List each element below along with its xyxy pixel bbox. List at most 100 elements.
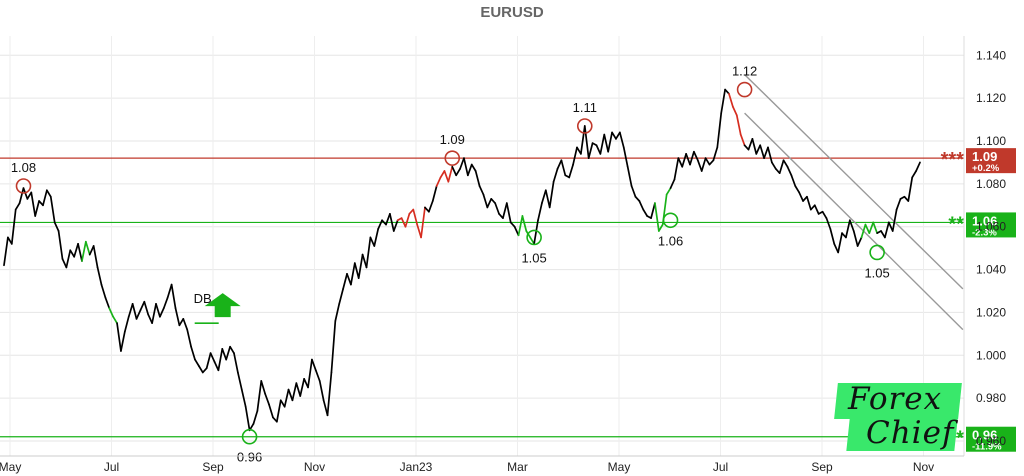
y-tick-label: 1.100: [976, 134, 1006, 148]
price-segment: [276, 399, 282, 423]
price-segment: [763, 146, 769, 159]
price-segment: [451, 165, 458, 177]
price-segment: [615, 131, 621, 140]
price-segment: [92, 245, 99, 269]
price-segment: [73, 243, 79, 258]
price-segment: [911, 170, 917, 179]
price-segment: [334, 303, 341, 322]
price-segment: [517, 215, 524, 237]
price-segment: [887, 221, 894, 232]
price-segment: [790, 174, 797, 187]
price-segment: [638, 200, 645, 211]
channel-upper-line: [744, 74, 964, 290]
price-segment: [821, 210, 828, 219]
price-segment: [759, 144, 765, 159]
price-segment: [42, 189, 48, 207]
price-segment: [178, 318, 185, 327]
price-segment: [490, 198, 496, 204]
price-segment: [373, 228, 380, 247]
price-segment: [412, 208, 419, 226]
price-segment: [751, 138, 758, 155]
price-segment: [120, 330, 126, 352]
price-segment: [400, 217, 407, 228]
price-segment: [599, 133, 606, 155]
price-segment: [252, 410, 259, 425]
x-tick-label: Sep: [202, 460, 224, 474]
price-segment: [182, 318, 189, 331]
x-tick-label: Sep: [811, 460, 833, 474]
price-segment: [443, 170, 450, 183]
price-segment: [81, 240, 87, 262]
price-segment: [486, 198, 493, 209]
price-segment: [556, 159, 563, 170]
price-segment: [611, 131, 617, 140]
price-segment: [786, 165, 793, 177]
price-segment: [143, 300, 150, 316]
price-segment: [112, 315, 118, 324]
chart-title: EURUSD: [480, 4, 544, 21]
price-segment: [233, 352, 239, 374]
price-segment: [513, 225, 520, 237]
price-segment: [891, 208, 898, 232]
price-segment: [459, 157, 465, 170]
price-segment: [657, 223, 664, 232]
x-tick-label: May: [0, 460, 21, 474]
price-segment: [595, 144, 602, 155]
price-segment: [845, 219, 851, 239]
price-segment: [268, 403, 274, 419]
price-segment: [353, 262, 360, 279]
price-segment: [166, 283, 173, 299]
price-segment: [583, 125, 590, 159]
price-segment: [634, 195, 641, 202]
price-segment: [778, 159, 785, 174]
x-tick-label: May: [608, 460, 631, 474]
y-tick-label: 1.080: [976, 177, 1006, 191]
price-segment: [77, 243, 83, 262]
price-segment: [544, 189, 551, 209]
price-segment: [369, 236, 376, 247]
level-change-label: +0.2%: [972, 163, 1000, 174]
price-segment: [915, 161, 921, 172]
x-tick-label: Mar: [507, 460, 528, 474]
price-segment: [342, 273, 348, 290]
price-segment: [447, 165, 454, 183]
price-segment: [416, 223, 422, 239]
price-segment: [833, 243, 839, 254]
price-segment: [685, 153, 691, 166]
price-segment: [229, 345, 235, 354]
price-segment: [724, 88, 730, 95]
price-segment: [431, 185, 438, 202]
price-segment: [299, 378, 305, 397]
price-segment: [65, 249, 72, 269]
price-segment: [240, 388, 247, 408]
price-segment: [49, 195, 56, 224]
price-segment: [151, 303, 157, 324]
price-segment: [404, 213, 411, 228]
price-segment: [872, 221, 878, 234]
price-segment: [46, 189, 52, 198]
price-segment: [209, 352, 216, 363]
price-segment: [700, 157, 707, 172]
price-segment: [856, 236, 863, 247]
price-segment: [283, 388, 290, 408]
y-tick-label: 1.020: [976, 305, 1006, 319]
x-tick-label: Jul: [713, 460, 728, 474]
peak-label: 1.12: [732, 64, 757, 79]
level-stars: **: [948, 213, 964, 235]
price-segment: [439, 170, 446, 179]
price-segment: [728, 93, 734, 108]
y-tick-label: 1.040: [976, 263, 1006, 277]
price-segment: [696, 159, 703, 172]
price-segment: [135, 309, 142, 320]
x-tick-label: Jan23: [400, 460, 433, 474]
price-segment: [654, 202, 660, 232]
level-value-label: 1.06: [972, 213, 997, 228]
price-segment: [385, 213, 391, 226]
peak-label: 1.08: [11, 160, 36, 175]
price-segment: [244, 405, 251, 432]
price-segment: [619, 131, 625, 149]
x-tick-label: Nov: [304, 460, 325, 474]
price-segment: [580, 125, 586, 155]
price-segment: [794, 185, 801, 194]
price-segment: [603, 133, 610, 153]
